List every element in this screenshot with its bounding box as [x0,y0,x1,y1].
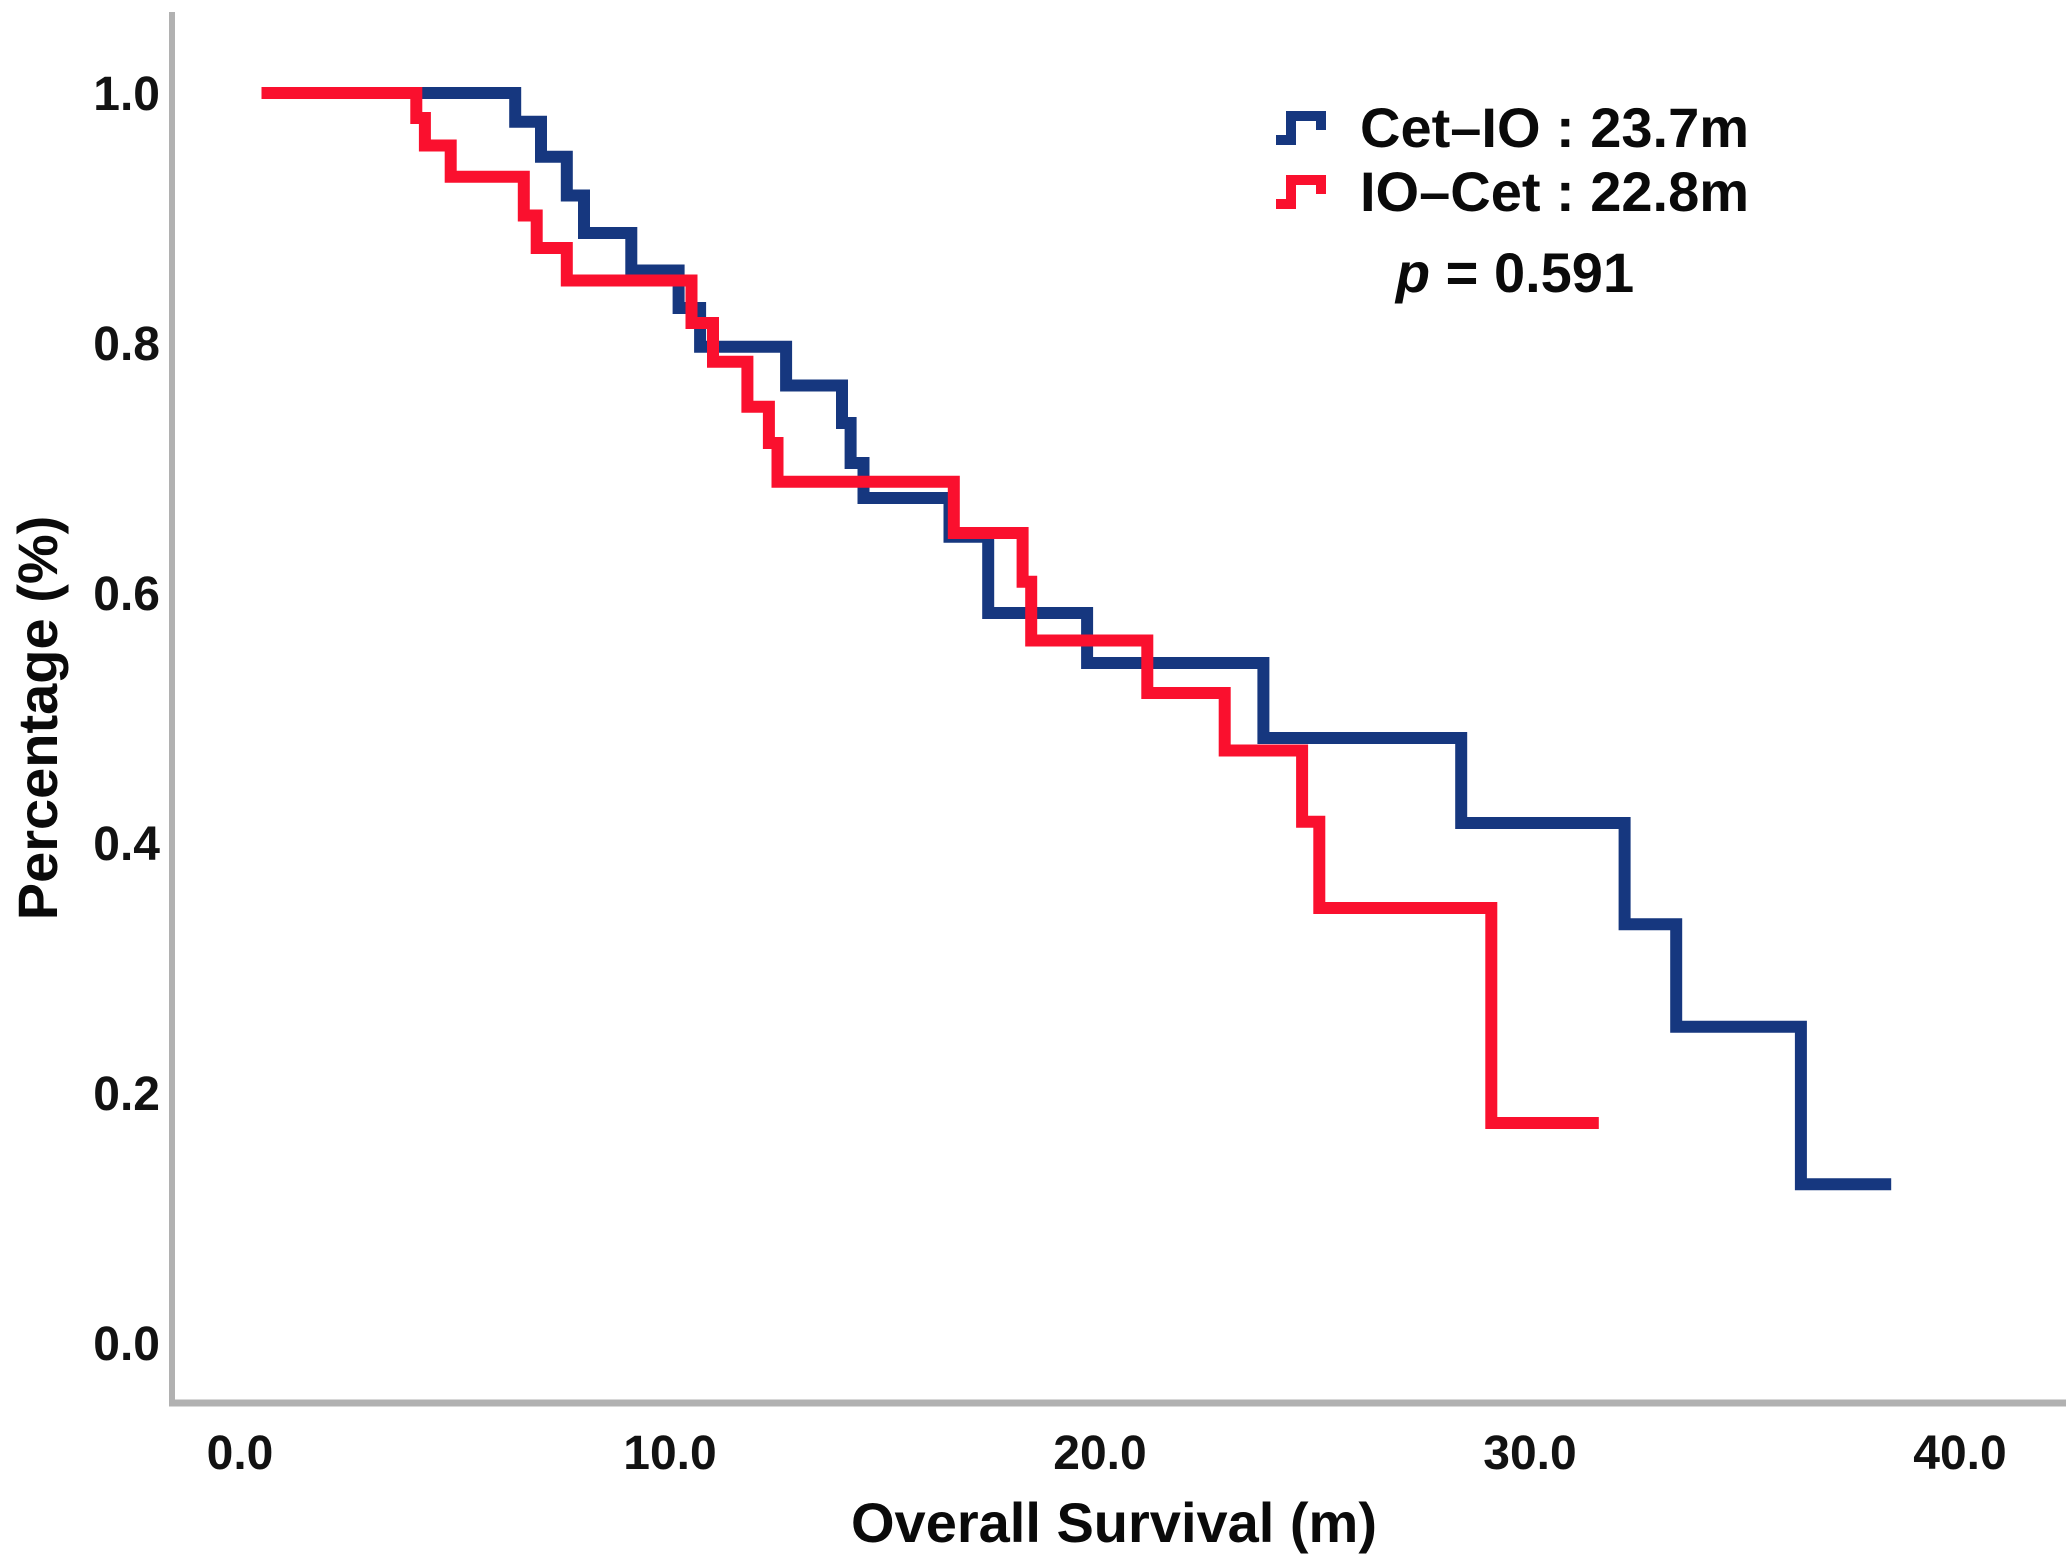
x-tick-label-0.0: 0.0 [207,1427,274,1480]
legend-step-icon-cet-io [1276,111,1326,145]
y-tick-label-0.2: 0.2 [93,1068,160,1121]
legend-step-icon-io-cet [1276,175,1326,209]
legend-label-cet-io: Cet–IO : 23.7m [1360,96,1749,159]
y-tick-label-0.0: 0.0 [93,1318,160,1371]
y-tick-label-0.8: 0.8 [93,318,160,371]
y-axis-title: Percentage (%) [6,516,69,921]
legend: Cet–IO : 23.7m IO–Cet : 22.8m p = 0.591 [1276,96,1749,304]
tick-labels: 0.0 10.0 20.0 30.0 40.0 0.0 0.2 0.4 0.6 0.8 1.0 [93,68,2006,1480]
x-tick-label-30.0: 30.0 [1483,1427,1576,1480]
survival-curves [261,87,1892,1191]
survival-curve-cet-io [261,87,1892,1191]
survival-curve-io-cet [261,87,1599,1129]
legend-label-io-cet: IO–Cet : 22.8m [1360,160,1749,223]
x-tick-label-20.0: 20.0 [1053,1427,1146,1480]
x-axis-title: Overall Survival (m) [851,1491,1377,1554]
p-value-text: = 0.591 [1430,241,1634,304]
x-tick-label-40.0: 40.0 [1913,1427,2006,1480]
y-tick-label-0.6: 0.6 [93,568,160,621]
y-tick-label-0.4: 0.4 [93,818,160,871]
y-tick-label-1.0: 1.0 [93,68,160,121]
p-value-annotation: p = 0.591 [1394,241,1634,304]
x-tick-label-10.0: 10.0 [623,1427,716,1480]
p-symbol: p [1394,241,1430,304]
